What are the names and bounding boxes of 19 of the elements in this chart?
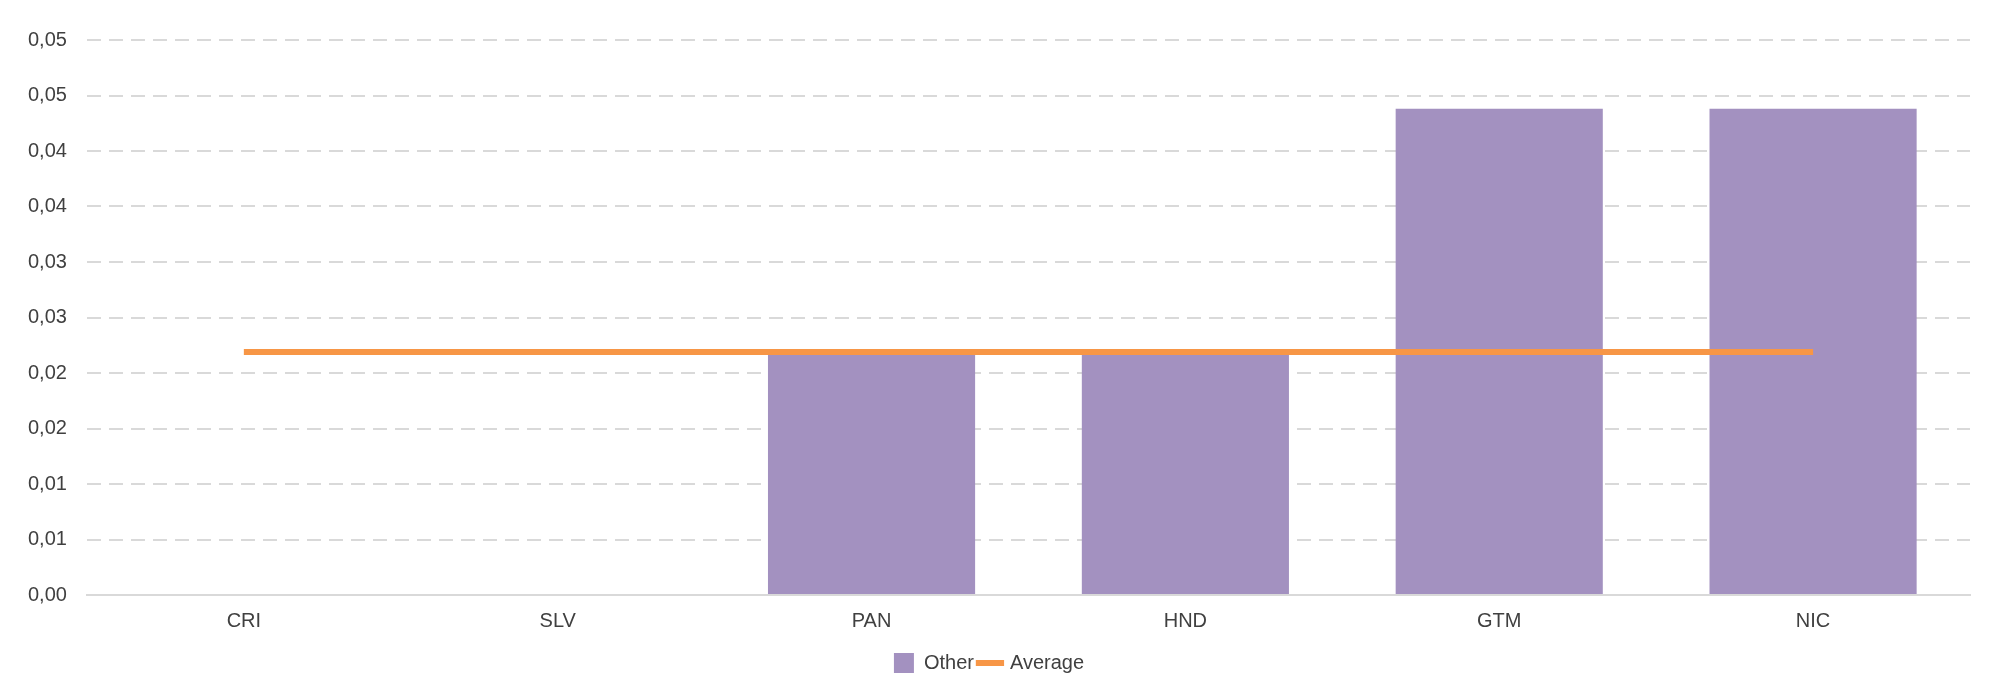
y-tick-label: 0,05 <box>27 27 67 50</box>
x-tick-label: GTM <box>1477 608 1522 631</box>
y-tick-label: 0,04 <box>27 194 67 217</box>
x-tick-label: SLV <box>539 608 577 631</box>
y-tick-label: 0,02 <box>27 416 67 439</box>
y-tick-label: 0,02 <box>27 360 67 383</box>
x-tick-label: HND <box>1163 608 1208 631</box>
y-tick-label: 0,01 <box>27 527 67 550</box>
y-tick-label: 0,03 <box>27 305 67 328</box>
x-tick-label: CRI <box>226 608 262 631</box>
y-tick-label: 0,05 <box>27 83 67 106</box>
y-tick-label: 0,01 <box>27 471 67 494</box>
x-tick-label: NIC <box>1795 608 1831 631</box>
legend-label: Average <box>1009 650 1085 673</box>
legend-label: Other <box>923 650 975 673</box>
y-tick-label: 0,00 <box>27 582 67 605</box>
y-tick-label: 0,03 <box>27 249 67 272</box>
x-tick-label: PAN <box>851 608 892 631</box>
y-tick-label: 0,04 <box>27 138 67 161</box>
